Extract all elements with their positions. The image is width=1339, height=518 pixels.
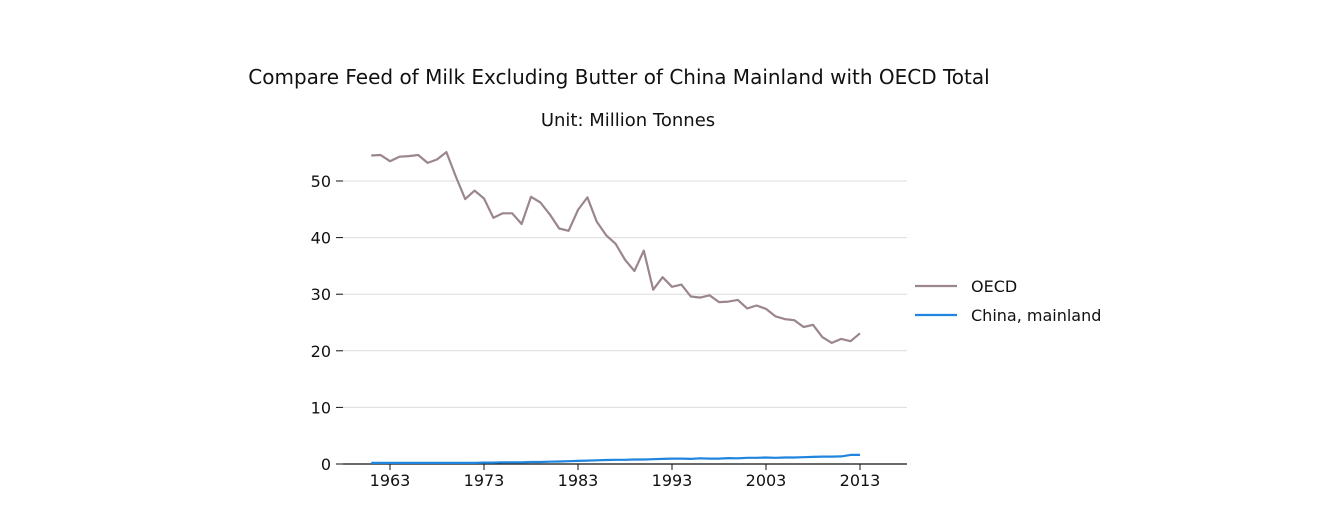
x-tick-label-1983: 1983 <box>558 471 599 490</box>
x-tick-label-2013: 2013 <box>840 471 881 490</box>
y-tick-label-20: 20 <box>311 342 331 361</box>
y-tick-label-0: 0 <box>321 455 331 474</box>
y-tick-label-10: 10 <box>311 398 331 417</box>
legend: OECD China, mainland <box>915 277 1101 325</box>
series-layer <box>371 151 861 464</box>
series-line-china-mainland <box>371 453 860 464</box>
legend-label-china-mainland: China, mainland <box>971 306 1101 325</box>
gridlines <box>343 180 907 408</box>
series-line-oecd <box>371 151 861 344</box>
chart-title: Compare Feed of Milk Excluding Butter of… <box>248 65 989 89</box>
y-tick-label-50: 50 <box>311 172 331 191</box>
x-tick-label-1973: 1973 <box>464 471 505 490</box>
x-tick-label-2003: 2003 <box>746 471 787 490</box>
x-tick-label-1993: 1993 <box>652 471 693 490</box>
y-tick-label-40: 40 <box>311 229 331 248</box>
x-tick-label-1963: 1963 <box>370 471 411 490</box>
y-tick-label-30: 30 <box>311 285 331 304</box>
legend-label-oecd: OECD <box>971 277 1017 296</box>
axes: 0 10 20 30 40 50 1963 1973 1983 1993 2003 2013 <box>311 172 907 490</box>
chart-subtitle: Unit: Million Tonnes <box>541 110 715 131</box>
